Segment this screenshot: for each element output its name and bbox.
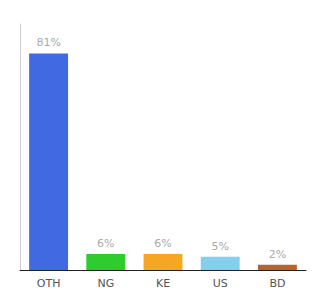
svg-text:6%: 6% [154, 237, 171, 250]
svg-text:6%: 6% [97, 237, 114, 250]
svg-text:NG: NG [97, 277, 114, 290]
svg-text:BD: BD [269, 277, 285, 290]
svg-text:US: US [213, 277, 228, 290]
svg-text:81%: 81% [36, 36, 60, 49]
svg-text:2%: 2% [269, 248, 286, 261]
svg-text:KE: KE [156, 277, 170, 290]
svg-text:OTH: OTH [37, 277, 61, 290]
svg-text:5%: 5% [211, 240, 228, 253]
